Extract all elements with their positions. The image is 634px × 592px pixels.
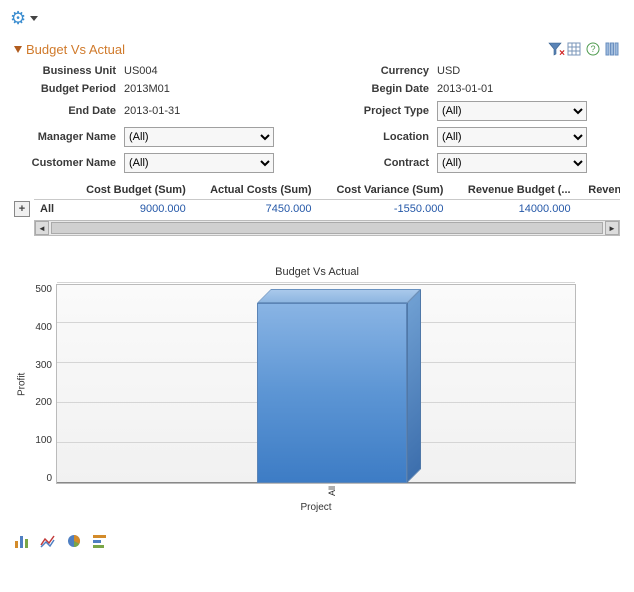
scroll-left-arrow[interactable]: ◄	[35, 221, 49, 235]
row-value: -1550.000	[318, 200, 450, 219]
filter-value: USD	[437, 65, 460, 77]
collapse-toggle-icon[interactable]	[14, 46, 22, 53]
filter-label: Customer Name	[14, 157, 124, 169]
bar-chart-type-button[interactable]	[14, 533, 30, 549]
filter-label: Budget Period	[14, 83, 124, 95]
filter-label: Location	[327, 131, 437, 143]
chart-plot-area	[56, 284, 576, 484]
filter-select-contract[interactable]: (All)	[437, 153, 587, 173]
x-icon: ×	[559, 48, 565, 59]
y-tick-label: 100	[28, 435, 52, 446]
y-tick-label: 200	[28, 397, 52, 408]
filter-value: 2013-01-31	[124, 105, 180, 117]
help-button[interactable]: ?	[585, 41, 601, 57]
y-tick-label: 0	[28, 473, 52, 484]
filter-value: 2013M01	[124, 83, 170, 95]
filter-label: End Date	[14, 105, 124, 117]
hbar-chart-type-button[interactable]	[92, 533, 108, 549]
filter-label: Contract	[327, 157, 437, 169]
section-title: Budget Vs Actual	[26, 42, 125, 57]
table-column-header: Revenu	[577, 181, 620, 200]
clear-filters-button[interactable]: ×	[547, 41, 563, 57]
x-tick-label: All	[327, 486, 337, 496]
row-label: All	[34, 200, 68, 219]
filter-label: Business Unit	[14, 65, 124, 77]
gear-icon: ⚙	[10, 8, 26, 29]
chart-title: Budget Vs Actual	[14, 266, 620, 278]
y-tick-label: 500	[28, 284, 52, 295]
line-chart-type-button[interactable]	[40, 533, 56, 549]
table-column-header: Cost Variance (Sum)	[318, 181, 450, 200]
chart-y-axis-label: Profit	[14, 284, 28, 484]
filter-value: US004	[124, 65, 158, 77]
filter-label: Begin Date	[327, 83, 437, 95]
horizontal-scrollbar[interactable]: ◄ ►	[34, 220, 620, 236]
row-value: 7450.000	[192, 200, 318, 219]
filter-select-location[interactable]: (All)	[437, 127, 587, 147]
row-value: 9000.000	[68, 200, 192, 219]
filter-select-customer-name[interactable]: (All)	[124, 153, 274, 173]
table-column-header	[34, 181, 68, 200]
caret-down-icon	[30, 16, 38, 21]
expand-row-button[interactable]: +	[14, 201, 30, 217]
chart-x-axis-label: Project	[56, 502, 576, 513]
settings-menu-button[interactable]: ⚙	[10, 8, 38, 29]
row-value: 14000.000	[449, 200, 576, 219]
table-row: All9000.0007450.000-1550.00014000.0007	[34, 200, 620, 219]
columns-button[interactable]	[604, 41, 620, 57]
row-value: 7	[577, 200, 620, 219]
grid-view-button[interactable]	[566, 41, 582, 57]
scroll-right-arrow[interactable]: ►	[605, 221, 619, 235]
scroll-thumb[interactable]	[51, 222, 603, 234]
table-column-header: Revenue Budget (...	[449, 181, 576, 200]
filter-select-project-type[interactable]: (All)	[437, 101, 587, 121]
chart-bar	[257, 289, 421, 483]
table-column-header: Cost Budget (Sum)	[68, 181, 192, 200]
filter-select-manager-name[interactable]: (All)	[124, 127, 274, 147]
y-tick-label: 400	[28, 322, 52, 333]
filter-label: Currency	[327, 65, 437, 77]
filter-label: Project Type	[327, 105, 437, 117]
table-column-header: Actual Costs (Sum)	[192, 181, 318, 200]
svg-text:?: ?	[590, 44, 595, 54]
filter-label: Manager Name	[14, 131, 124, 143]
y-tick-label: 300	[28, 360, 52, 371]
pie-chart-type-button[interactable]	[66, 533, 82, 549]
filter-value: 2013-01-01	[437, 83, 493, 95]
